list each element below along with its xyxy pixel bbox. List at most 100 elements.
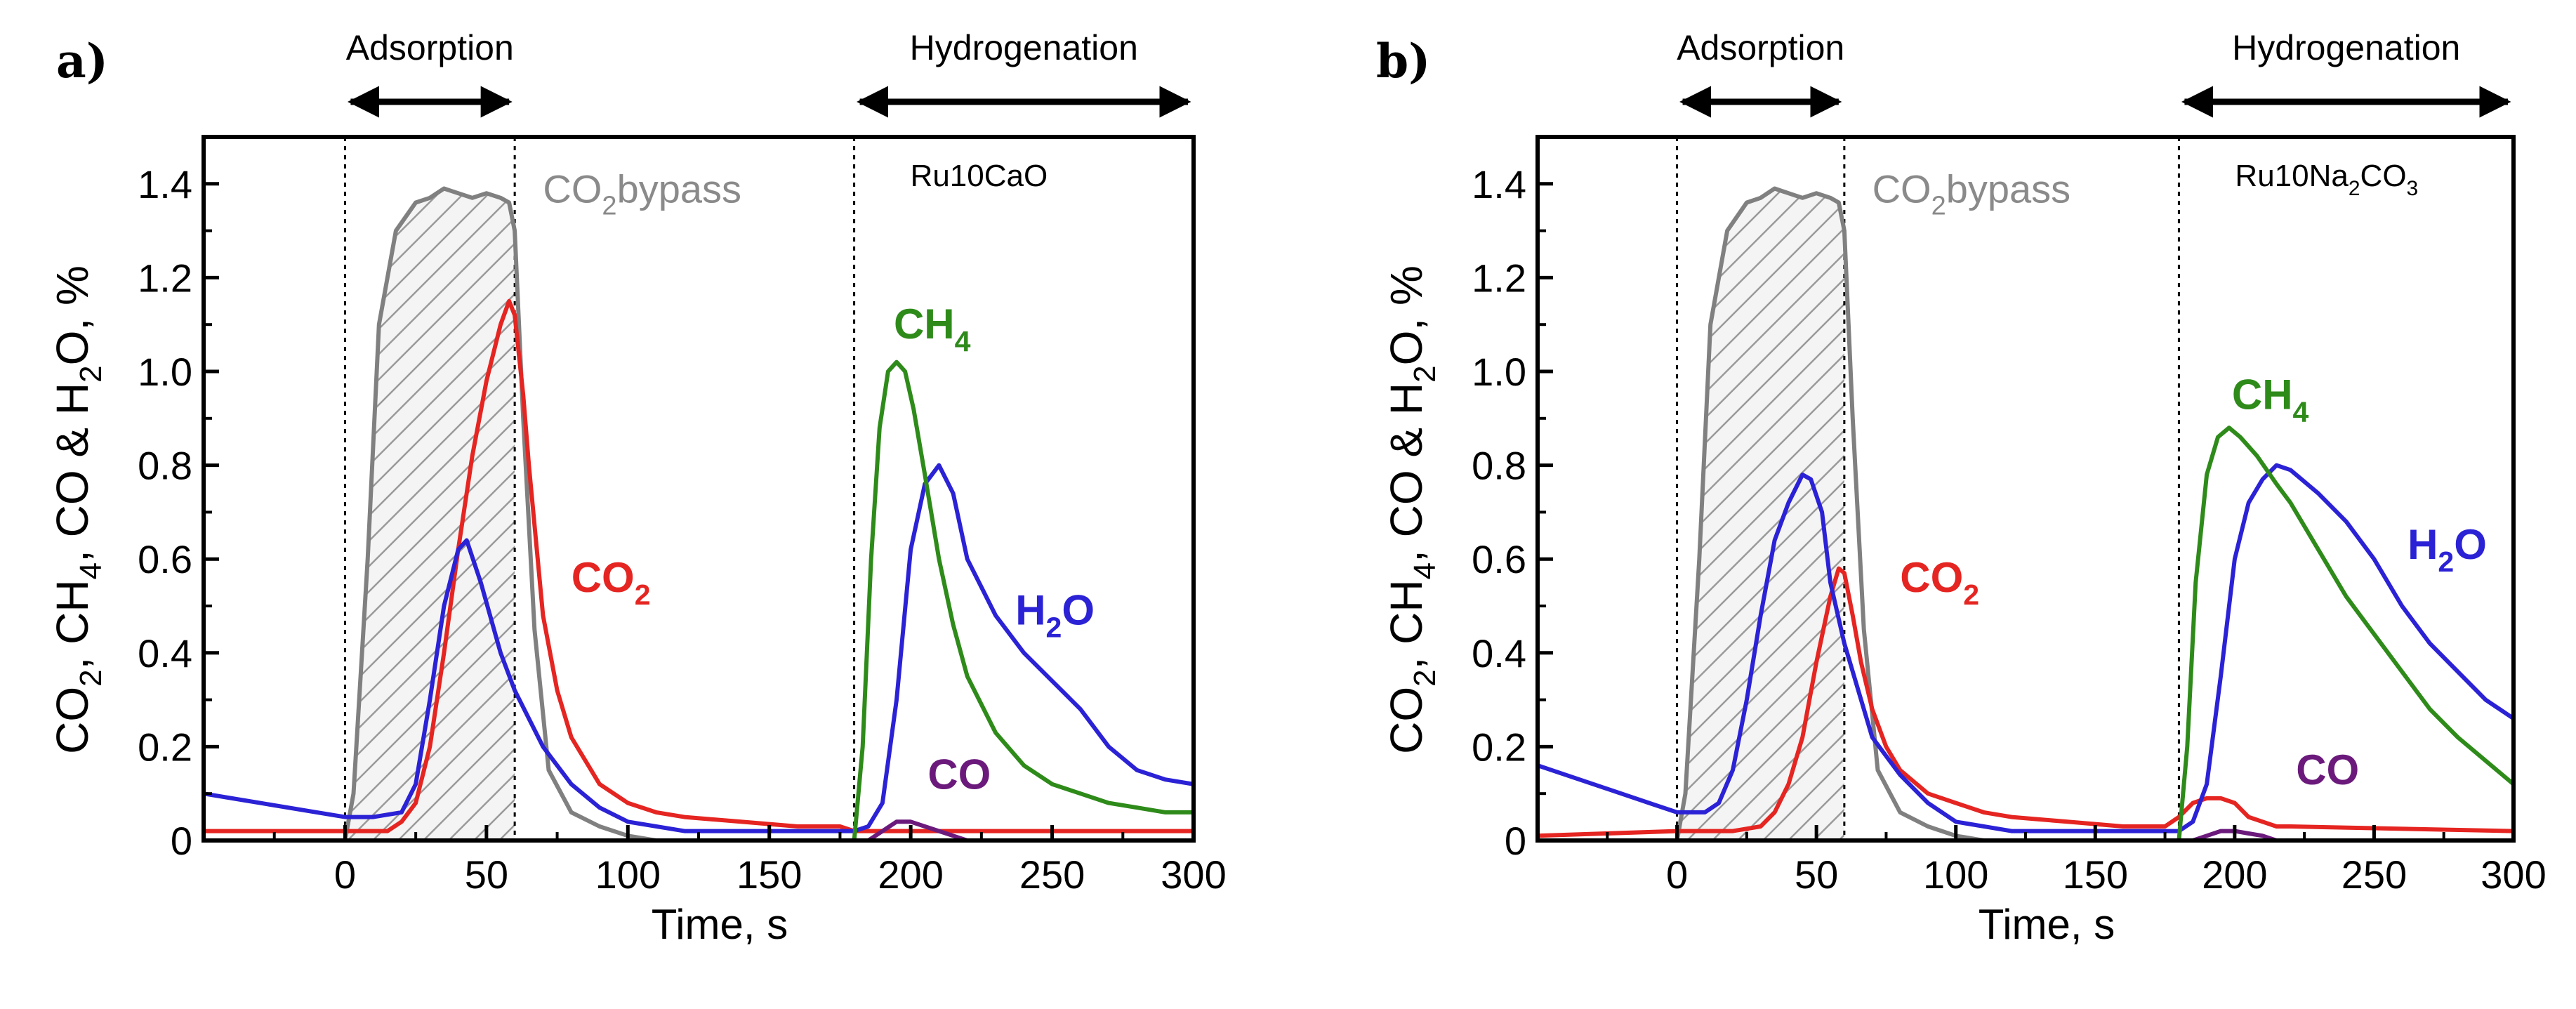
y-axis-title-sub-5: 2 [74,365,108,382]
x-tick-label: 50 [465,852,508,897]
series-label-co2-bypass-part-2: bypass [1946,167,2070,211]
x-tick-label: 150 [2063,852,2128,897]
series-label-ch4-sub-1: 4 [955,325,971,357]
series-label-h2o-part-0: H [1015,587,1045,634]
x-tick-label: 250 [1019,852,1085,897]
y-axis-title-part-4: , CO & H [47,383,98,562]
phase-label-hydrogenation: Hydrogenation [2232,28,2460,67]
series-label-h2o-sub-1: 2 [2438,546,2454,578]
phase-label-adsorption: Adsorption [1677,28,1844,67]
x-tick-label: 0 [334,852,356,897]
series-label-co2-sub-1: 2 [1963,579,1979,611]
series-line-co2 [1538,566,2514,838]
series-label-h2o-part-0: H [2407,521,2438,568]
series-label-co: CO [927,751,991,798]
series-label-co2-part-0: CO [1900,554,1963,601]
y-tick-label: 1.4 [1472,162,1526,206]
x-tick-label: 200 [878,852,943,897]
series-label-ch4-part-0: CH [894,301,955,348]
phase-label-hydrogenation: Hydrogenation [910,28,1138,67]
series-label-co2-part-0: CO [572,554,635,601]
y-axis-title-sub-3: 4 [1408,562,1442,579]
series-line-h2o [1538,463,2514,833]
catalyst-label: Ru10CaO [911,159,1048,193]
y-axis-title: CO2, CH4, CO & H2O, % [47,265,108,754]
y-tick-label: 0 [171,819,192,863]
bypass-hatch-area [1677,188,1844,841]
series-label-co2-bypass-part-0: CO [543,167,602,211]
plot-frame [1535,135,2516,843]
y-tick-label: 1.4 [138,162,192,206]
y-tick-label: 0.2 [138,725,192,769]
y-axis-title-part-0: CO [1381,687,1432,754]
x-tick-label: 0 [1666,852,1688,897]
x-axis-title: Time, s [652,901,788,948]
series-label-co2-bypass: CO2bypass [543,167,741,221]
series-line-co [204,819,1194,840]
series-label-co2-bypass-part-2: bypass [617,167,741,211]
catalyst-label-part-2: CO [2360,159,2407,193]
y-axis-title-sub-5: 2 [1408,365,1442,382]
x-tick-label: 100 [1923,852,1988,897]
y-axis-title-part-6: O, % [1381,265,1432,365]
y-axis-title-part-2: , CH [47,579,98,669]
y-tick-label: 0 [1505,819,1526,863]
series-label-ch4-part-0: CH [2232,371,2293,418]
y-axis-title: CO2, CH4, CO & H2O, % [1381,265,1442,754]
x-axis-title: Time, s [1979,901,2115,948]
panel-label: b) [1376,34,1430,88]
series-line-co2-bypass [204,186,1194,840]
y-axis-title-sub-3: 4 [74,562,108,579]
phase-label-adsorption: Adsorption [346,28,514,67]
y-tick-label: 0.8 [1472,444,1526,488]
y-tick-label: 0.8 [138,444,192,488]
series-label-co2: CO2 [572,554,651,611]
y-axis-title-part-2: , CH [1381,579,1432,669]
y-tick-label: 0.6 [138,537,192,581]
series-line-co2 [204,298,1194,833]
series-label-co2-bypass-sub-1: 2 [1931,192,1946,221]
series-label-co2-bypass-sub-1: 2 [602,192,616,221]
y-tick-label: 0.4 [1472,631,1526,675]
series-label-ch4: CH4 [894,301,971,357]
x-tick-label: 300 [2481,852,2546,897]
series-label-co-part-0: CO [927,751,991,798]
bypass-hatch-area [345,188,515,841]
series-label-co2-sub-1: 2 [635,579,651,611]
x-tick-label: 100 [595,852,661,897]
y-axis-title-part-4: , CO & H [1381,383,1432,562]
series-label-ch4: CH4 [2232,371,2309,428]
series-line-ch4 [1538,426,2514,840]
y-axis-title-part-6: O, % [47,265,98,365]
series-label-co: CO [2296,746,2359,793]
y-tick-label: 1.0 [138,350,192,394]
catalyst-label-part-0: Ru10CaO [911,159,1048,193]
catalyst-label: Ru10Na2CO3 [2235,159,2418,200]
panel-label: a) [56,34,108,88]
y-tick-label: 0.4 [138,631,192,675]
series-line-h2o [204,463,1194,833]
series-label-h2o: H2O [1015,587,1095,644]
series-label-co-part-0: CO [2296,746,2359,793]
catalyst-label-sub-3: 3 [2407,177,2419,200]
x-tick-label: 250 [2341,852,2407,897]
series-label-co2: CO2 [1900,554,1979,611]
series-label-h2o: H2O [2407,521,2487,578]
series-label-h2o-sub-1: 2 [1046,612,1062,644]
catalyst-label-sub-1: 2 [2349,177,2360,200]
y-tick-label: 1.2 [1472,256,1526,300]
series-line-ch4 [204,360,1194,840]
series-label-co2-bypass: CO2bypass [1872,167,2071,221]
series-line-co2-bypass [1538,186,2514,840]
y-tick-label: 0.6 [1472,537,1526,581]
y-axis-title-sub-1: 2 [1408,669,1442,686]
y-axis-title-sub-1: 2 [74,669,108,686]
y-tick-label: 0.2 [1472,725,1526,769]
x-tick-label: 150 [737,852,802,897]
x-tick-label: 300 [1161,852,1226,897]
plot-frame [202,135,1196,843]
series-label-h2o-part-2: O [1062,587,1095,634]
